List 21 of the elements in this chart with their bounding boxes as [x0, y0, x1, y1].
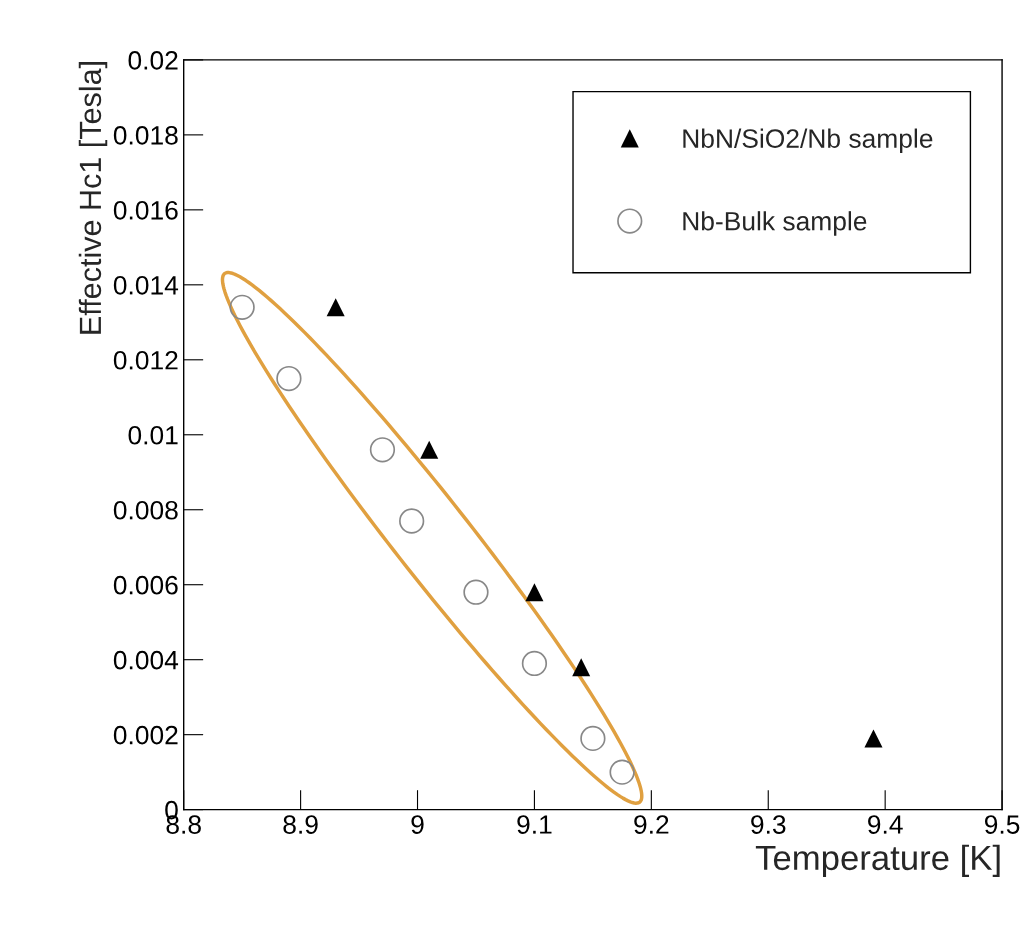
x-tick-label: 9.4 — [868, 815, 903, 834]
y-tick-label: 0.008 — [113, 500, 178, 520]
y-tick-label: 0.018 — [113, 126, 178, 145]
x-tick-label: 9.3 — [751, 815, 786, 834]
x-tick-label: 8.9 — [283, 815, 318, 834]
y-tick-label: 0.02 — [128, 51, 178, 70]
x-tick-label: 9.2 — [634, 815, 669, 834]
y-tick-label: 0.016 — [113, 200, 178, 220]
legend-label: NbN/SiO2/Nb sample — [683, 128, 933, 154]
y-tick-label: 0.012 — [113, 350, 178, 370]
x-tick-label: 9.5 — [984, 815, 1020, 834]
legend-label: Nb-Bulk sample — [683, 211, 867, 236]
y-tick-label: 0.01 — [128, 425, 178, 445]
x-tick-label: 9 — [411, 815, 424, 834]
y-tick-label: 0.002 — [113, 725, 178, 745]
y-axis-title: Effective Hc1 [Tesla] — [78, 62, 108, 334]
y-tick-label: 0.014 — [113, 275, 179, 295]
x-tick-label: 9.1 — [517, 815, 552, 834]
y-tick-label: 0.004 — [113, 650, 179, 670]
y-tick-label: 0.006 — [113, 575, 178, 595]
x-axis-title: Temperature [K] — [755, 844, 1000, 878]
